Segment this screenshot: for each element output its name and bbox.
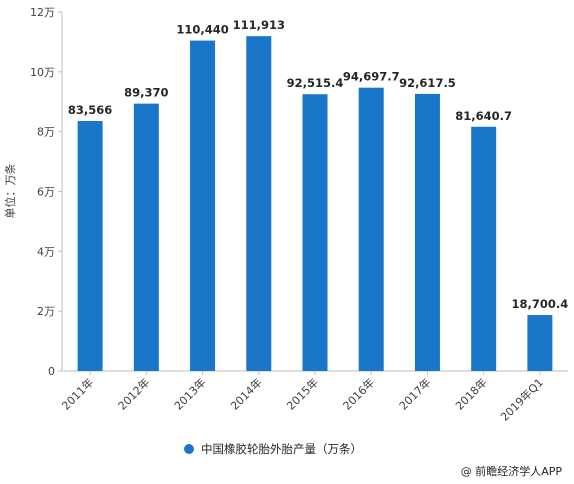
x-tick-label: 2018年 [452,375,489,412]
x-tick-label: 2019年Q1 [497,375,546,424]
y-tick-label: 10万 [30,66,55,79]
bar [246,36,272,372]
y-axis-label: 单位：万条 [3,164,17,219]
y-tick-label: 8万 [37,126,55,139]
data-label: 92,617.5 [399,76,456,90]
bar [133,103,159,371]
data-label: 94,697.7 [343,70,400,84]
x-tick-label: 2014年 [227,375,264,412]
data-label: 89,370 [124,86,168,100]
y-tick-label: 2万 [37,305,55,318]
y-tick-label: 4万 [37,245,55,258]
bar [527,315,553,371]
data-label: 92,515.4 [287,76,344,90]
source-credit: @ 前瞻经济学人APP [460,465,562,478]
x-tick-label: 2016年 [340,375,377,412]
x-tick-label: 2012年 [115,375,152,412]
legend-label: 中国橡胶轮胎外胎产量（万条） [201,442,362,456]
bar [190,40,216,371]
bar [414,93,440,371]
bar [471,126,497,371]
bar [302,94,328,371]
data-label: 83,566 [68,103,112,117]
x-tick-label: 2013年 [171,375,208,412]
legend: 中国橡胶轮胎外胎产量（万条） [184,441,362,457]
data-label: 18,700.4 [512,297,569,311]
x-tick-label: 2017年 [396,375,433,412]
legend-swatch [184,444,194,454]
data-label: 110,440 [176,23,228,37]
x-tick-label: 2015年 [284,375,321,412]
data-label: 81,640.7 [455,109,512,123]
bar [77,120,103,371]
y-tick-label: 6万 [37,186,55,199]
x-tick-label: 2011年 [59,375,96,412]
y-tick-label: 0 [48,365,55,378]
data-label: 111,913 [233,18,285,32]
y-tick-label: 12万 [30,6,55,19]
bar [358,87,384,371]
